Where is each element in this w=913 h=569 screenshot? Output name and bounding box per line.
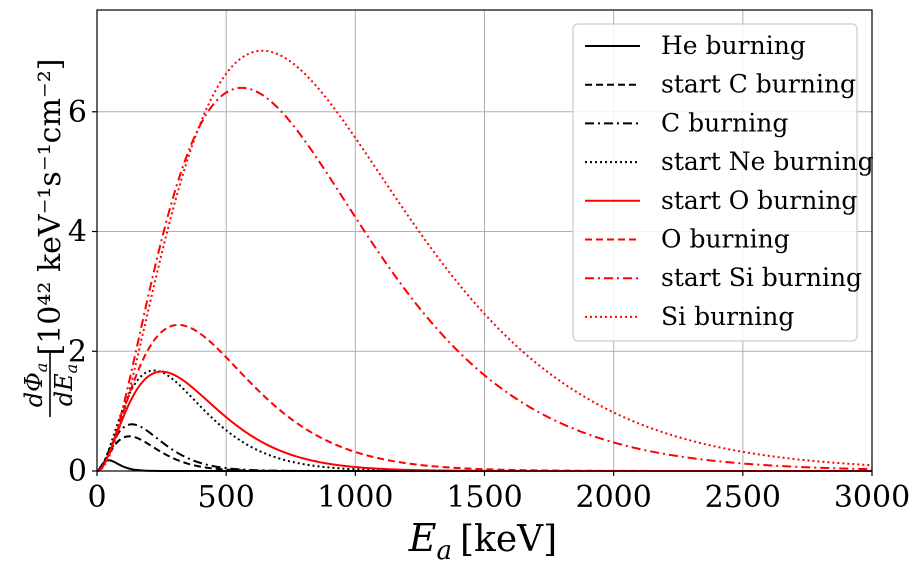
legend-label-0: He burning	[661, 31, 806, 60]
y-tick-label: 4	[68, 215, 87, 250]
series-line-6	[96, 86, 873, 472]
y-numerator-sub: a	[32, 363, 51, 373]
x-tick-label: 0	[87, 480, 106, 515]
legend-label-1: start C burning	[661, 70, 856, 99]
x-tick-label: 500	[198, 480, 255, 515]
y-denominator-sub: a	[62, 364, 81, 374]
y-tick-label: 2	[68, 334, 87, 369]
legend: He burning start C burning C burning start …	[572, 23, 874, 342]
y-numerator: dΦ	[20, 372, 48, 407]
x-tick-label: 2500	[705, 480, 781, 515]
legend-items: He burning start C burning C burning start …	[585, 31, 874, 331]
y-axis-unit: [10⁴² keV⁻¹s⁻¹cm⁻²]	[33, 59, 68, 356]
legend-label-5: O burning	[661, 225, 790, 254]
y-denominator: dE	[50, 373, 78, 406]
x-axis-unit: [keV]	[460, 519, 557, 560]
y-tick-label: 6	[68, 95, 87, 130]
y-axis-fraction-denominator: dEa	[50, 364, 81, 406]
axis-ticks: 0 500 1000 1500 2000 2500 3000 0 2 4 6	[68, 95, 910, 515]
legend-label-4: start O burning	[661, 186, 857, 215]
x-tick-label: 1000	[317, 480, 393, 515]
y-axis-fraction-numerator: dΦa	[20, 363, 51, 408]
x-tick-label: 3000	[834, 480, 910, 515]
legend-label-7: Si burning	[661, 302, 794, 331]
x-tick-label: 2000	[575, 480, 651, 515]
legend-label-2: C burning	[661, 108, 788, 137]
legend-box	[572, 23, 858, 342]
y-tick-label: 0	[68, 454, 87, 489]
series-line-7	[96, 49, 873, 472]
y-axis-label: dΦa dEa [10⁴² keV⁻¹s⁻¹cm⁻²]	[20, 59, 81, 417]
legend-label-6: start Si burning	[661, 263, 862, 292]
x-axis-subscript: a	[437, 536, 453, 566]
x-axis-label: Ea [keV]	[408, 516, 557, 566]
x-axis-symbol: E	[408, 516, 437, 560]
legend-label-3: start Ne burning	[661, 147, 874, 176]
x-tick-label: 1500	[446, 480, 522, 515]
